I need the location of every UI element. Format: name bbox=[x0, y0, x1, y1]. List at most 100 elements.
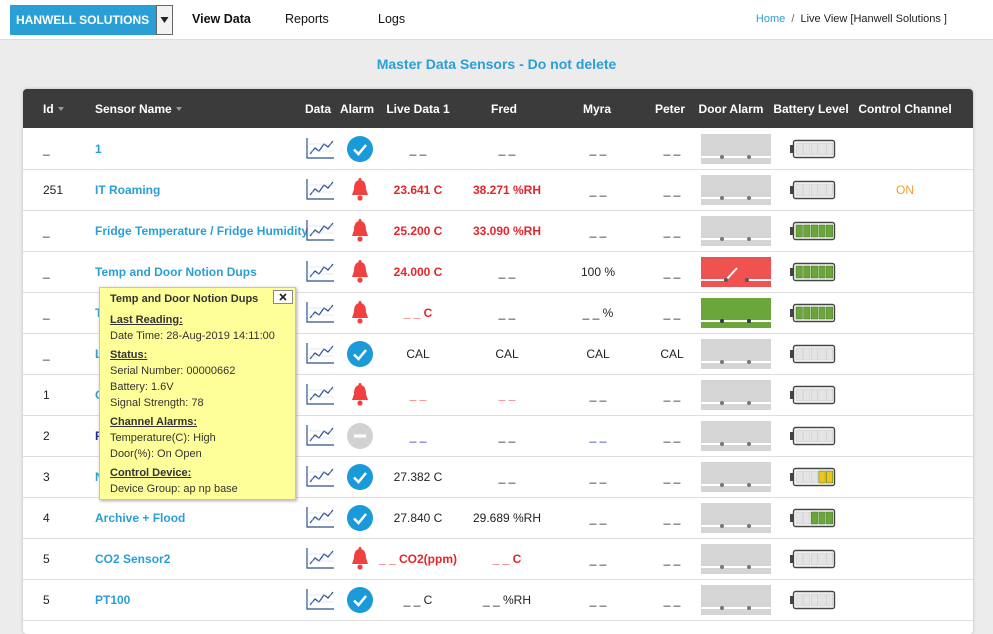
channel-value: _ _ bbox=[589, 470, 607, 484]
icon-part bbox=[818, 388, 826, 402]
channel-value: _ _ bbox=[498, 429, 516, 443]
sensor-name[interactable]: Temp and Door Notion Dups bbox=[95, 265, 257, 279]
data-chart-icon[interactable] bbox=[305, 546, 336, 571]
sensor-name[interactable]: Fridge Temperature / Fridge Humidity bbox=[95, 224, 309, 238]
page-title: Master Data Sensors - Do not delete bbox=[376, 56, 617, 72]
icon-part bbox=[701, 257, 771, 287]
icon-part bbox=[720, 360, 724, 364]
data-chart-icon[interactable] bbox=[305, 300, 336, 325]
icon-part bbox=[309, 427, 334, 442]
battery-level bbox=[789, 590, 837, 610]
icon-part bbox=[810, 306, 818, 320]
company-select[interactable]: HANWELL SOLUTIONS bbox=[10, 5, 156, 35]
select-button[interactable] bbox=[156, 5, 173, 35]
nav-link[interactable]: Logs bbox=[378, 12, 406, 26]
channel-value: 24.000 C bbox=[393, 265, 443, 279]
icon-part bbox=[720, 442, 724, 446]
data-chart-icon[interactable] bbox=[305, 341, 336, 366]
sensor-name[interactable]: IT Roaming bbox=[95, 183, 161, 197]
icon-part bbox=[803, 306, 811, 320]
door-alarm bbox=[701, 134, 771, 164]
icon-part bbox=[352, 180, 368, 195]
data-chart-icon[interactable] bbox=[305, 505, 336, 530]
icon-part bbox=[803, 429, 811, 443]
sensor-id: 2 bbox=[43, 429, 50, 443]
icon-part bbox=[306, 425, 334, 446]
channel-value: _ _ bbox=[409, 429, 427, 443]
icon-part bbox=[347, 341, 373, 367]
data-chart-icon[interactable] bbox=[305, 587, 336, 612]
sensor-name[interactable]: L bbox=[95, 347, 102, 361]
sort-arrow[interactable] bbox=[175, 105, 183, 113]
icon-part bbox=[790, 555, 794, 563]
close-button[interactable] bbox=[273, 290, 293, 304]
alarm-icon bbox=[346, 217, 374, 245]
icon-part bbox=[826, 593, 834, 607]
icon-part bbox=[347, 136, 373, 162]
icon-part bbox=[306, 548, 334, 569]
channel-value: _ _ bbox=[589, 183, 607, 197]
battery-level bbox=[789, 221, 837, 241]
data-chart-icon[interactable] bbox=[305, 382, 336, 407]
data-chart-icon[interactable] bbox=[305, 464, 336, 489]
icon-part bbox=[790, 473, 794, 481]
icon-part bbox=[701, 503, 771, 533]
channel-value: _ _ bbox=[663, 224, 681, 238]
tooltip-line: Battery: 1.6V bbox=[110, 381, 174, 393]
sensor-name[interactable]: 1 bbox=[95, 142, 102, 156]
table-row: _ 1 _ _ _ _ _ _ _ _ bbox=[23, 129, 973, 170]
icon-part bbox=[306, 425, 334, 446]
tooltip-line: Date Time: 28-Aug-2019 14:11:00 bbox=[110, 330, 275, 342]
icon-part bbox=[790, 344, 836, 364]
icon-part bbox=[803, 265, 811, 279]
icon-part bbox=[795, 183, 803, 197]
tooltip: Temp and Door Notion Dups Last Reading: D… bbox=[99, 287, 296, 500]
icon-part bbox=[701, 298, 771, 328]
column-header[interactable]: Id bbox=[43, 102, 65, 116]
icon-part bbox=[747, 483, 751, 487]
column-header[interactable]: Sensor Name bbox=[95, 102, 183, 116]
battery-level bbox=[789, 139, 837, 159]
nav-link[interactable]: Reports bbox=[285, 12, 329, 26]
icon-part bbox=[720, 237, 724, 241]
data-chart-icon[interactable] bbox=[305, 177, 336, 202]
sensor-id: _ bbox=[43, 347, 50, 361]
icon-part bbox=[701, 216, 771, 246]
table-row: _ Temp and Door Notion Dups 24.000 C _ _ 100… bbox=[23, 252, 973, 293]
battery-level bbox=[789, 508, 837, 528]
icon-part bbox=[353, 349, 367, 361]
sensor-name[interactable]: PT100 bbox=[95, 593, 131, 607]
icon-part bbox=[309, 345, 334, 360]
icon-part bbox=[810, 552, 818, 566]
data-chart-icon[interactable] bbox=[305, 423, 336, 448]
icon-part bbox=[306, 589, 334, 610]
icon-part bbox=[795, 593, 803, 607]
battery-level bbox=[789, 385, 837, 405]
nav-link[interactable]: View Data bbox=[192, 12, 251, 26]
channel-value: _ _ bbox=[409, 388, 427, 402]
data-chart-icon[interactable] bbox=[305, 136, 336, 161]
data-chart-icon[interactable] bbox=[305, 218, 336, 243]
icon-part bbox=[795, 470, 803, 484]
icon-part bbox=[352, 221, 368, 236]
icon-part bbox=[803, 511, 811, 525]
icon-part bbox=[307, 348, 334, 357]
column-header: Door Alarm bbox=[698, 102, 764, 116]
data-chart-icon[interactable] bbox=[305, 259, 336, 284]
sensor-name[interactable]: CO2 Sensor2 bbox=[95, 552, 171, 566]
table-row: 1C_ __ __ __ _ bbox=[23, 375, 973, 416]
icon-part bbox=[795, 265, 803, 279]
icon-part bbox=[701, 339, 771, 369]
icon-part bbox=[701, 380, 771, 410]
alarm-icon bbox=[346, 381, 374, 409]
icon-part bbox=[720, 401, 724, 405]
sensor-name[interactable]: T bbox=[95, 306, 102, 320]
icon-part bbox=[818, 347, 826, 361]
breadcrumb-home[interactable]: Home bbox=[755, 13, 786, 25]
sensor-name[interactable]: Archive + Flood bbox=[95, 511, 186, 525]
icon-part bbox=[826, 306, 834, 320]
sort-arrow[interactable] bbox=[57, 105, 65, 113]
icon-part bbox=[720, 565, 724, 569]
icon-part bbox=[306, 302, 334, 323]
icon-part bbox=[57, 107, 64, 111]
